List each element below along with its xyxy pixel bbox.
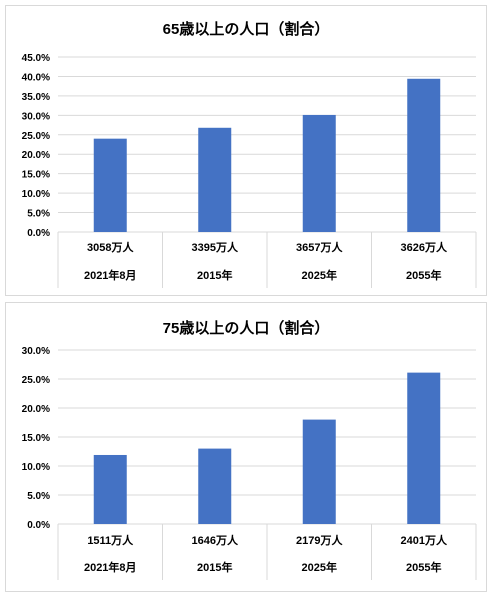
y-tick-label: 25.0% (22, 131, 50, 142)
y-tick-label: 35.0% (22, 92, 50, 103)
y-tick-label: 0.0% (27, 228, 50, 239)
y-tick-label: 5.0% (27, 209, 50, 220)
y-tick-label: 10.0% (22, 462, 50, 473)
bar (302, 419, 336, 524)
x-sublabel: 3626万人 (401, 240, 448, 254)
x-sublabel: 3657万人 (296, 240, 343, 254)
bar (93, 454, 127, 524)
bar (407, 78, 441, 233)
x-sublabel: 2401万人 (401, 533, 448, 547)
y-tick-label: 45.0% (22, 53, 50, 64)
x-tick-label: 2021年8月 (84, 268, 137, 282)
y-tick-label: 30.0% (22, 346, 50, 357)
chart-title: 65歳以上の人口（割合） (163, 20, 330, 38)
x-tick-label: 2055年 (406, 268, 441, 282)
bar (302, 114, 336, 232)
x-tick-label: 2015年 (197, 268, 232, 282)
y-tick-label: 10.0% (22, 189, 50, 200)
y-tick-label: 20.0% (22, 150, 50, 161)
chart-65-svg: 65歳以上の人口（割合） 0.0% 5.0% 10.0% 15.0% 20.0% 25.0%… (22, 20, 477, 288)
y-tick-label: 5.0% (27, 491, 50, 502)
x-tick-label: 2025年 (302, 560, 337, 574)
chart-panel-65: 65歳以上の人口（割合） 0.0% 5.0% 10.0% 15.0% 20.0% 25.0%… (5, 5, 487, 296)
bar (198, 127, 232, 232)
x-tick-label: 2025年 (302, 268, 337, 282)
bar (93, 138, 127, 232)
x-sublabel: 1511万人 (87, 533, 134, 547)
x-tick-label: 2021年8月 (84, 560, 137, 574)
chart-75-svg: 75歳以上の人口（割合） 0.0% 5.0% 10.0% 15.0% 20.0% 25.0%… (22, 319, 477, 580)
x-sublabel: 1646万人 (192, 533, 239, 547)
y-tick-label: 20.0% (22, 404, 50, 415)
x-sublabel: 3395万人 (192, 240, 239, 254)
chart-title: 75歳以上の人口（割合） (163, 319, 330, 337)
x-sublabel: 2179万人 (296, 533, 343, 547)
y-tick-label: 15.0% (22, 433, 50, 444)
bar (198, 448, 232, 524)
bar (407, 372, 441, 524)
x-sublabel: 3058万人 (87, 240, 134, 254)
y-tick-label: 30.0% (22, 111, 50, 122)
y-tick-label: 40.0% (22, 72, 50, 83)
chart-panel-75: 75歳以上の人口（割合） 0.0% 5.0% 10.0% 15.0% 20.0% 25.0%… (5, 302, 487, 592)
y-tick-label: 15.0% (22, 170, 50, 181)
y-tick-label: 0.0% (27, 520, 50, 531)
y-tick-label: 25.0% (22, 375, 50, 386)
x-tick-label: 2015年 (197, 560, 232, 574)
x-tick-label: 2055年 (406, 560, 441, 574)
